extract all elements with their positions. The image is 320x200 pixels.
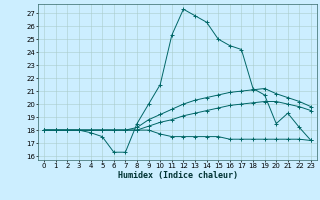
X-axis label: Humidex (Indice chaleur): Humidex (Indice chaleur) <box>118 171 238 180</box>
